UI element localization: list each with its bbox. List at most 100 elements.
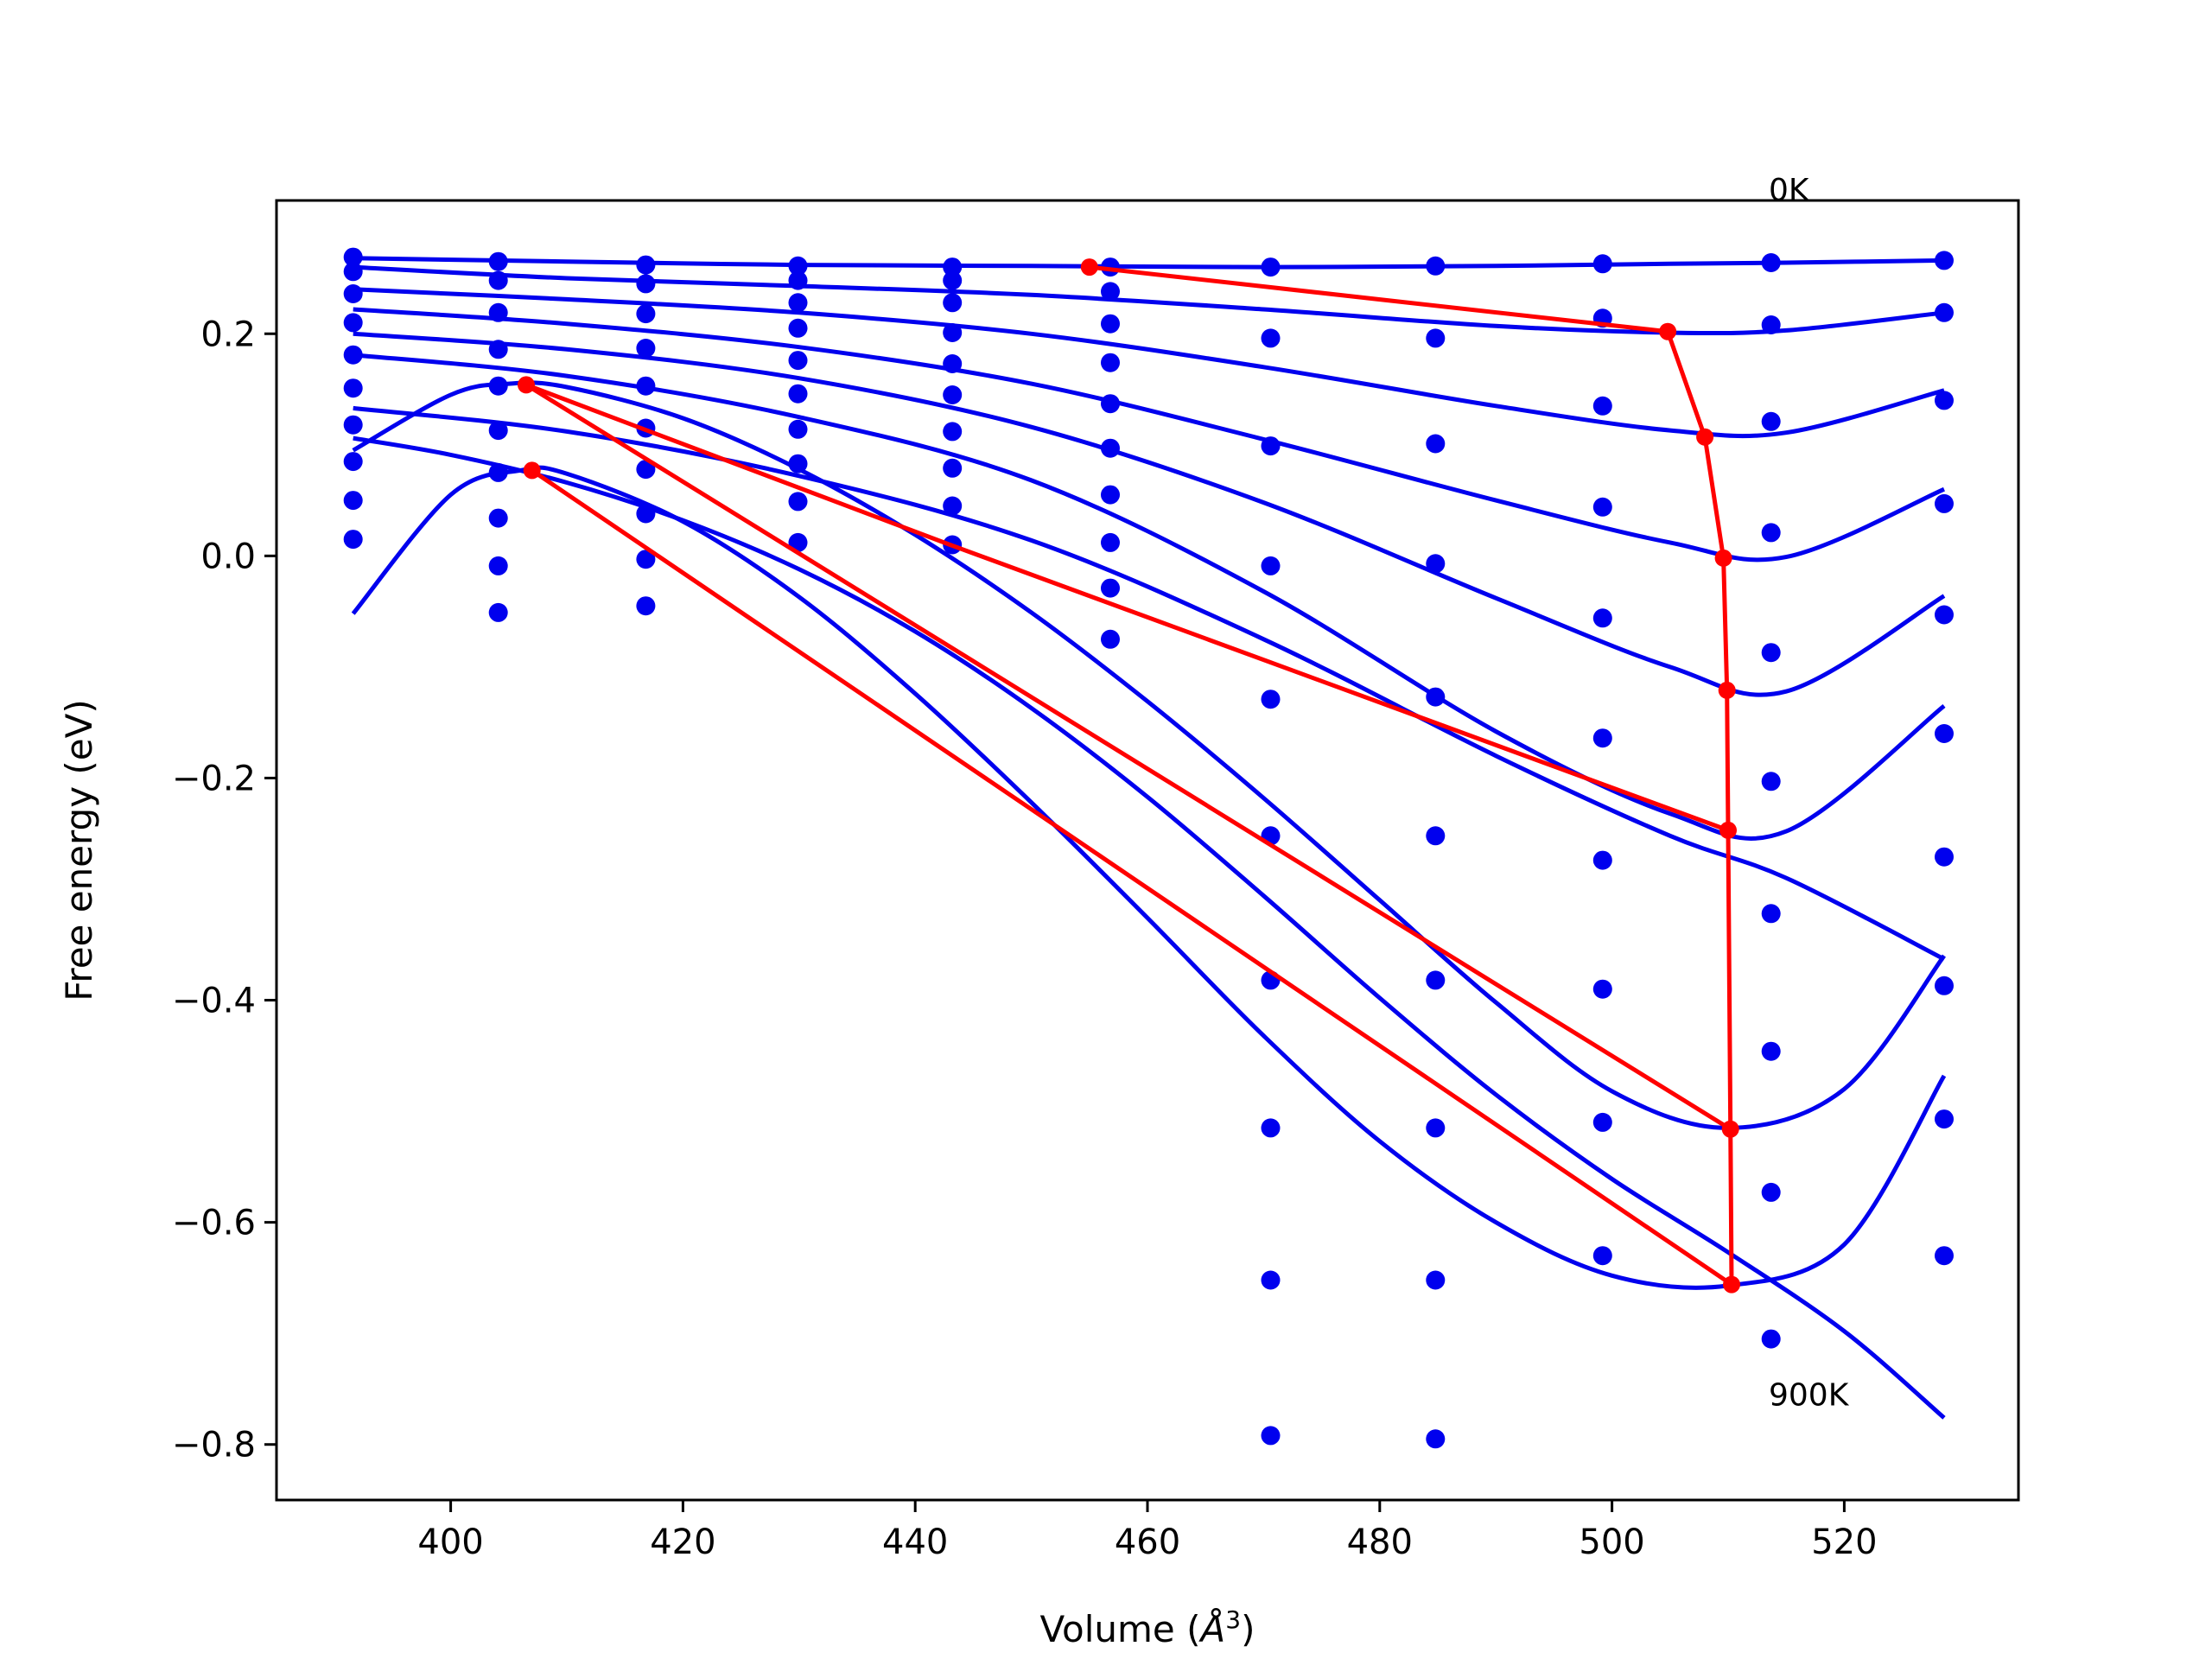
fit-curve-8: [351, 465, 1947, 1290]
y-tick-label: 0.0: [200, 537, 256, 576]
data-point: [1101, 629, 1120, 649]
minima-points: [518, 258, 1740, 1294]
data-point: [1935, 493, 1954, 513]
data-point: [488, 508, 508, 528]
data-point: [636, 504, 656, 524]
data-point: [943, 385, 963, 404]
data-point: [636, 550, 656, 569]
fit-curve-2: [353, 287, 1945, 439]
x-axis-label-exponent: 3: [1225, 1605, 1241, 1634]
data-point: [943, 458, 963, 478]
y-tick-label: −0.2: [172, 759, 256, 798]
data-point: [1592, 1246, 1612, 1266]
x-axis-label-close: ): [1241, 1608, 1255, 1650]
minima-path-line: [1089, 264, 1734, 1285]
annotations: 0K 900K: [1769, 173, 1850, 1414]
data-point: [343, 284, 363, 303]
data-point: [1592, 728, 1612, 748]
y-tick-label: 0.2: [200, 315, 256, 354]
data-point: [1761, 315, 1781, 334]
data-point: [1261, 257, 1281, 277]
minimum-point: [1718, 681, 1736, 699]
data-point: [636, 304, 656, 324]
data-point: [1592, 979, 1612, 999]
minimum-point: [1714, 549, 1732, 567]
data-point: [788, 419, 808, 439]
data-point: [488, 556, 508, 575]
data-point: [488, 302, 508, 322]
data-point: [1935, 1109, 1954, 1129]
minimum-point: [1719, 821, 1737, 839]
data-point: [1101, 485, 1120, 505]
data-point: [943, 257, 963, 277]
data-point: [1426, 970, 1446, 990]
data-point: [1761, 253, 1781, 272]
data-point: [636, 274, 656, 294]
data-point: [1426, 1118, 1446, 1138]
tangent-point: [518, 376, 535, 394]
data-point: [343, 313, 363, 333]
x-tick-label: 480: [1347, 1522, 1413, 1562]
data-point: [1761, 772, 1781, 791]
data-point: [788, 318, 808, 338]
tangent-line-2: [531, 468, 1733, 1287]
fit-curve-6: [353, 405, 1946, 962]
data-point: [1101, 438, 1120, 458]
data-point: [1935, 302, 1954, 322]
minimum-point: [1659, 322, 1677, 340]
data-point: [943, 270, 963, 290]
data-point: [1261, 1118, 1281, 1138]
data-point: [1935, 847, 1954, 867]
data-point: [788, 351, 808, 371]
data-point: [343, 415, 363, 435]
data-point: [1261, 328, 1281, 348]
data-point: [343, 345, 363, 365]
data-point: [1101, 394, 1120, 414]
data-point: [1592, 396, 1612, 416]
minima-lines: [524, 264, 1734, 1287]
data-point: [1935, 976, 1954, 995]
data-point: [1761, 1329, 1781, 1349]
data-point: [788, 256, 808, 276]
data-point: [343, 491, 363, 511]
data-point: [1935, 724, 1954, 743]
data-point: [788, 293, 808, 313]
y-tick-label: −0.8: [172, 1426, 256, 1465]
fit-curve-0: [353, 256, 1945, 270]
data-point: [1761, 643, 1781, 663]
data-point: [943, 323, 963, 342]
data-point: [1101, 578, 1120, 598]
data-point: [943, 496, 963, 516]
data-point: [1101, 353, 1120, 372]
data-point: [1592, 850, 1612, 870]
plot-area: [343, 247, 1954, 1449]
fit-curve-7: [352, 380, 1946, 1130]
data-point: [1592, 608, 1612, 628]
minimum-point: [1721, 1120, 1739, 1138]
data-point: [788, 532, 808, 552]
data-point: [1761, 904, 1781, 924]
data-point: [636, 596, 656, 616]
data-point: [488, 270, 508, 290]
data-point: [1592, 254, 1612, 274]
data-point: [1426, 328, 1446, 348]
data-point: [1592, 1112, 1612, 1132]
minimum-point: [1080, 258, 1098, 276]
data-point: [1261, 1270, 1281, 1290]
data-point: [1761, 523, 1781, 543]
data-point: [488, 251, 508, 271]
minimum-point: [1696, 428, 1714, 446]
data-point: [788, 492, 808, 512]
data-point: [1426, 687, 1446, 707]
data-point: [1935, 391, 1954, 410]
x-axis-label-text: Volume (: [1040, 1608, 1201, 1650]
curve-annotation: 0K: [1769, 173, 1810, 208]
x-tick-label: 460: [1115, 1522, 1180, 1562]
data-point: [343, 262, 363, 282]
data-point: [1426, 1429, 1446, 1449]
y-axis-label: Free energy (eV): [58, 699, 100, 1001]
data-point: [1426, 1270, 1446, 1290]
data-point: [488, 462, 508, 482]
data-point: [788, 454, 808, 474]
